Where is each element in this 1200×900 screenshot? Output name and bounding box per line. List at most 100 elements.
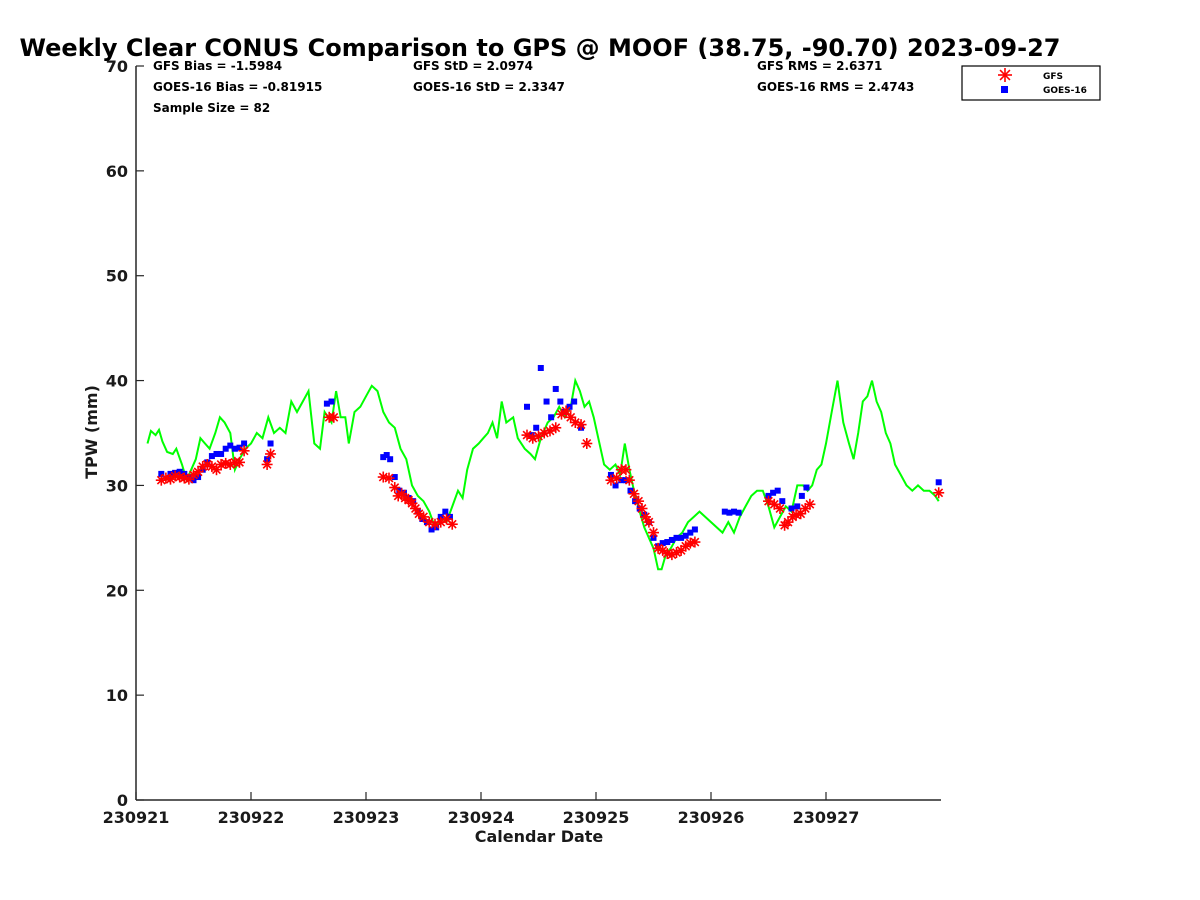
gfs-point (575, 419, 587, 431)
star-stroke (170, 471, 180, 481)
star-stroke (419, 512, 428, 522)
stat-goes-std: GOES-16 StD = 2.3347 (413, 80, 565, 94)
y-tick-label: 60 (106, 162, 128, 181)
goes-16-point (524, 403, 530, 410)
goes-16-point (387, 456, 394, 463)
gfs-point (234, 456, 245, 468)
stat-goes-rms: GOES-16 RMS = 2.4743 (757, 80, 914, 94)
y-tick-label: 30 (106, 476, 128, 495)
gfs-point (643, 516, 655, 528)
goes-16-point (779, 498, 786, 505)
star-stroke (658, 545, 668, 555)
gfs-point (389, 482, 401, 494)
star-stroke (384, 473, 394, 483)
stats-block: GFS Bias = -1.5984 GOES-16 Bias = -0.819… (153, 59, 914, 115)
gfs-point (446, 518, 458, 530)
goes-16-point (770, 489, 777, 496)
goes-16-point (428, 526, 435, 533)
goes-16-point (659, 540, 666, 547)
gfs-point (238, 445, 250, 457)
star-stroke (551, 423, 561, 433)
goes-16-point (323, 400, 330, 407)
gfs-point (804, 498, 816, 510)
goes-16-point (726, 509, 733, 516)
star-stroke (649, 528, 658, 538)
goes-16-point (158, 470, 165, 477)
goes-16-point (231, 445, 238, 452)
y-tick-label: 40 (106, 372, 128, 391)
star-stroke (640, 512, 650, 522)
star-stroke (262, 460, 272, 469)
goes-16-point (383, 452, 390, 459)
goes-16-point (533, 424, 540, 431)
stat-gfs-std: GFS StD = 2.0974 (413, 59, 533, 73)
star-stroke (235, 457, 244, 467)
x-tick-label: 230922 (218, 808, 285, 827)
goes-16-point (208, 453, 215, 460)
star-stroke (775, 504, 785, 513)
gfs-point (224, 458, 236, 470)
goes-16-point (678, 534, 685, 541)
star-stroke (266, 449, 276, 459)
star-stroke (424, 517, 434, 527)
star-stroke (410, 504, 420, 513)
goes-16-point (433, 524, 440, 531)
goes-16-point (543, 398, 550, 405)
star-stroke (390, 483, 400, 492)
goes-16-point (794, 503, 801, 510)
x-tick-label: 230921 (103, 808, 170, 827)
stat-goes-bias: GOES-16 Bias = -0.81915 (153, 80, 322, 94)
gfs-point (620, 464, 632, 476)
gfs-point (689, 536, 701, 548)
goes-16-point (721, 508, 728, 515)
stat-sample-size: Sample Size = 82 (153, 101, 270, 115)
stat-gfs-bias: GFS Bias = -1.5984 (153, 59, 282, 73)
goes-16-point (213, 450, 220, 457)
goes-16-point (236, 444, 243, 451)
y-tick-label: 0 (117, 791, 128, 810)
goes-16-point (548, 414, 555, 421)
plot-area: 0 10 20 30 40 50 60 70 230921 230922 230923 230924 2… (103, 57, 945, 827)
star-stroke (662, 549, 672, 559)
goes-16-point (735, 509, 742, 516)
star-stroke (769, 499, 779, 509)
star-stroke (400, 493, 410, 503)
gfs-point (774, 502, 786, 514)
goes-16-point (446, 513, 453, 520)
gfs-point (639, 511, 651, 523)
star-stroke (202, 460, 212, 469)
gfs-point (328, 411, 340, 423)
goes-16-point (774, 487, 781, 494)
x-axis-label: Calendar Date (475, 827, 604, 846)
goes-16-point (218, 450, 225, 457)
star-stroke (576, 420, 586, 430)
legend: GFS GOES-16 (961, 65, 1101, 101)
y-axis-label: TPW (mm) (82, 385, 101, 479)
goes-16-point (571, 398, 578, 405)
star-stroke (179, 473, 189, 483)
star-stroke (634, 496, 644, 506)
goes-16-point (557, 398, 564, 405)
gfs-point (560, 405, 572, 417)
goes-16-point (798, 492, 805, 499)
goes-16-point (691, 526, 698, 533)
gfs-point (550, 422, 562, 434)
star-stroke (629, 489, 639, 499)
gfs-point (623, 474, 635, 486)
goes-16-point (731, 508, 737, 515)
star-stroke (624, 475, 634, 485)
y-tick-label: 20 (106, 581, 128, 600)
goes-16-point (442, 508, 449, 515)
x-tick-label: 230923 (333, 808, 400, 827)
goes-16-point (328, 398, 335, 405)
star-stroke (414, 509, 424, 519)
gfs-point (383, 472, 395, 484)
goes-16-point (227, 442, 234, 449)
goes-16-point (222, 445, 229, 452)
goes-16-point (618, 477, 625, 484)
star-stroke (207, 462, 217, 472)
goes-16-point (668, 536, 675, 543)
gfs-point (265, 448, 277, 460)
x-tick-label: 230927 (793, 808, 860, 827)
